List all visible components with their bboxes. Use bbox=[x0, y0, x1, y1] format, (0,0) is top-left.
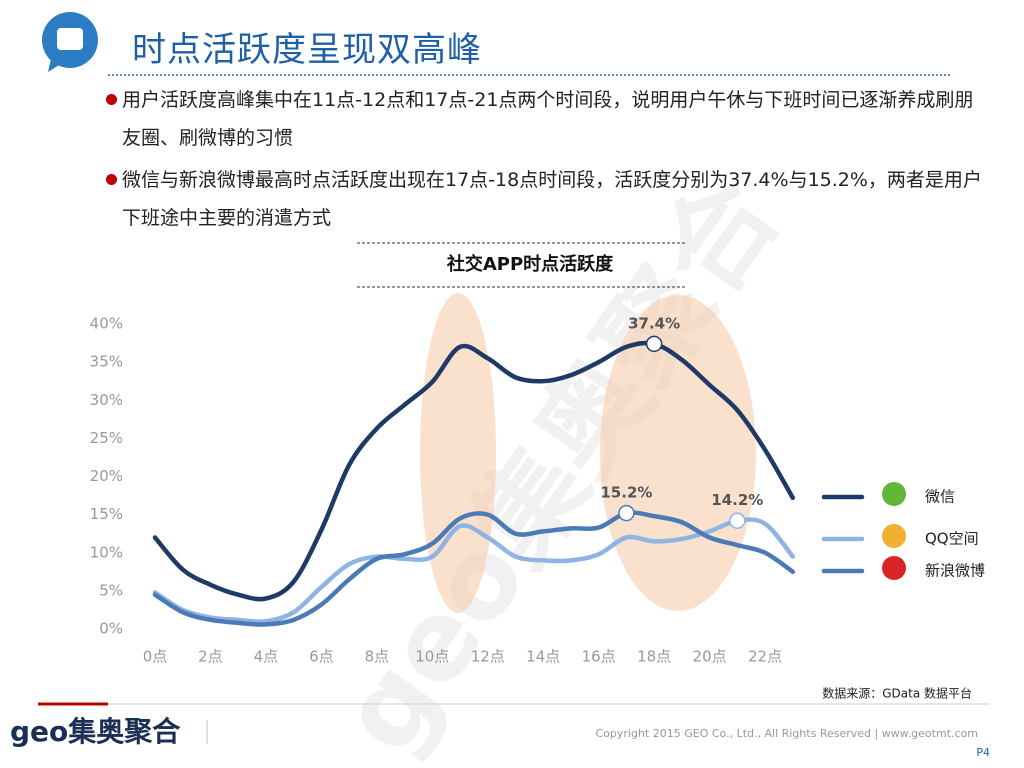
data-label: 37.4% bbox=[628, 314, 680, 332]
bullet: 用户活跃度高峰集中在11点-12点和17点-21点两个时间段，说明用户午休与下班… bbox=[104, 81, 982, 157]
x-tick-label: 10点 bbox=[415, 648, 449, 666]
point-marker bbox=[729, 512, 746, 529]
source: 数据来源：GData 数据平台 bbox=[822, 686, 972, 701]
legend-icon bbox=[882, 556, 906, 580]
legend-icon bbox=[882, 524, 906, 548]
point-marker bbox=[645, 335, 663, 353]
legend-label: 新浪微博 bbox=[925, 562, 985, 580]
logo: geo集奥聚合 bbox=[10, 715, 181, 748]
y-tick-label: 35% bbox=[90, 353, 123, 371]
header-icon bbox=[48, 55, 64, 72]
x-tick-label: 6点 bbox=[309, 648, 334, 666]
highlight bbox=[420, 293, 496, 613]
legend-label: 微信 bbox=[925, 488, 955, 506]
x-tick-label: 12点 bbox=[471, 648, 505, 666]
highlight bbox=[600, 295, 756, 611]
y-tick-label: 0% bbox=[99, 620, 123, 638]
y-tick-label: 40% bbox=[90, 315, 123, 333]
legend-label: QQ空间 bbox=[925, 530, 979, 548]
series-line bbox=[152, 517, 796, 625]
x-tick-label: 16点 bbox=[582, 648, 616, 666]
x-tick-label: 8点 bbox=[365, 648, 390, 666]
x-tick-label: 20点 bbox=[693, 648, 727, 666]
series-line bbox=[152, 340, 796, 602]
x-tick-label: 14点 bbox=[526, 648, 560, 666]
y-tick-label: 15% bbox=[90, 505, 123, 523]
point-marker bbox=[618, 504, 635, 522]
slide-title: 时点活跃度呈现双高峰 bbox=[132, 30, 482, 70]
y-tick-label: 5% bbox=[99, 581, 123, 599]
copyright: Copyright 2015 GEO Co., Ltd., All Rights… bbox=[596, 727, 979, 740]
y-tick-label: 10% bbox=[90, 543, 123, 561]
series-line bbox=[152, 510, 796, 627]
x-tick-label: 0点 bbox=[143, 648, 168, 666]
x-tick-label: 2点 bbox=[198, 648, 223, 666]
bullet: 微信与新浪微博最高时点活跃度出现在17点-18点时间段，活跃度分别为37.4%与… bbox=[104, 161, 982, 237]
header-icon bbox=[57, 28, 83, 50]
x-tick-label: 22点 bbox=[748, 648, 782, 666]
x-tick-label: 18点 bbox=[637, 648, 671, 666]
data-label: 15.2% bbox=[600, 484, 652, 502]
page-number: P4 bbox=[976, 746, 990, 759]
legend-icon bbox=[882, 482, 906, 506]
data-label: 14.2% bbox=[711, 491, 763, 509]
x-tick-label: 4点 bbox=[254, 648, 279, 666]
y-tick-label: 30% bbox=[90, 391, 123, 409]
chart-title: 社交APP时点活跃度 bbox=[447, 253, 614, 275]
y-tick-label: 25% bbox=[90, 429, 123, 447]
y-tick-label: 20% bbox=[90, 467, 123, 485]
